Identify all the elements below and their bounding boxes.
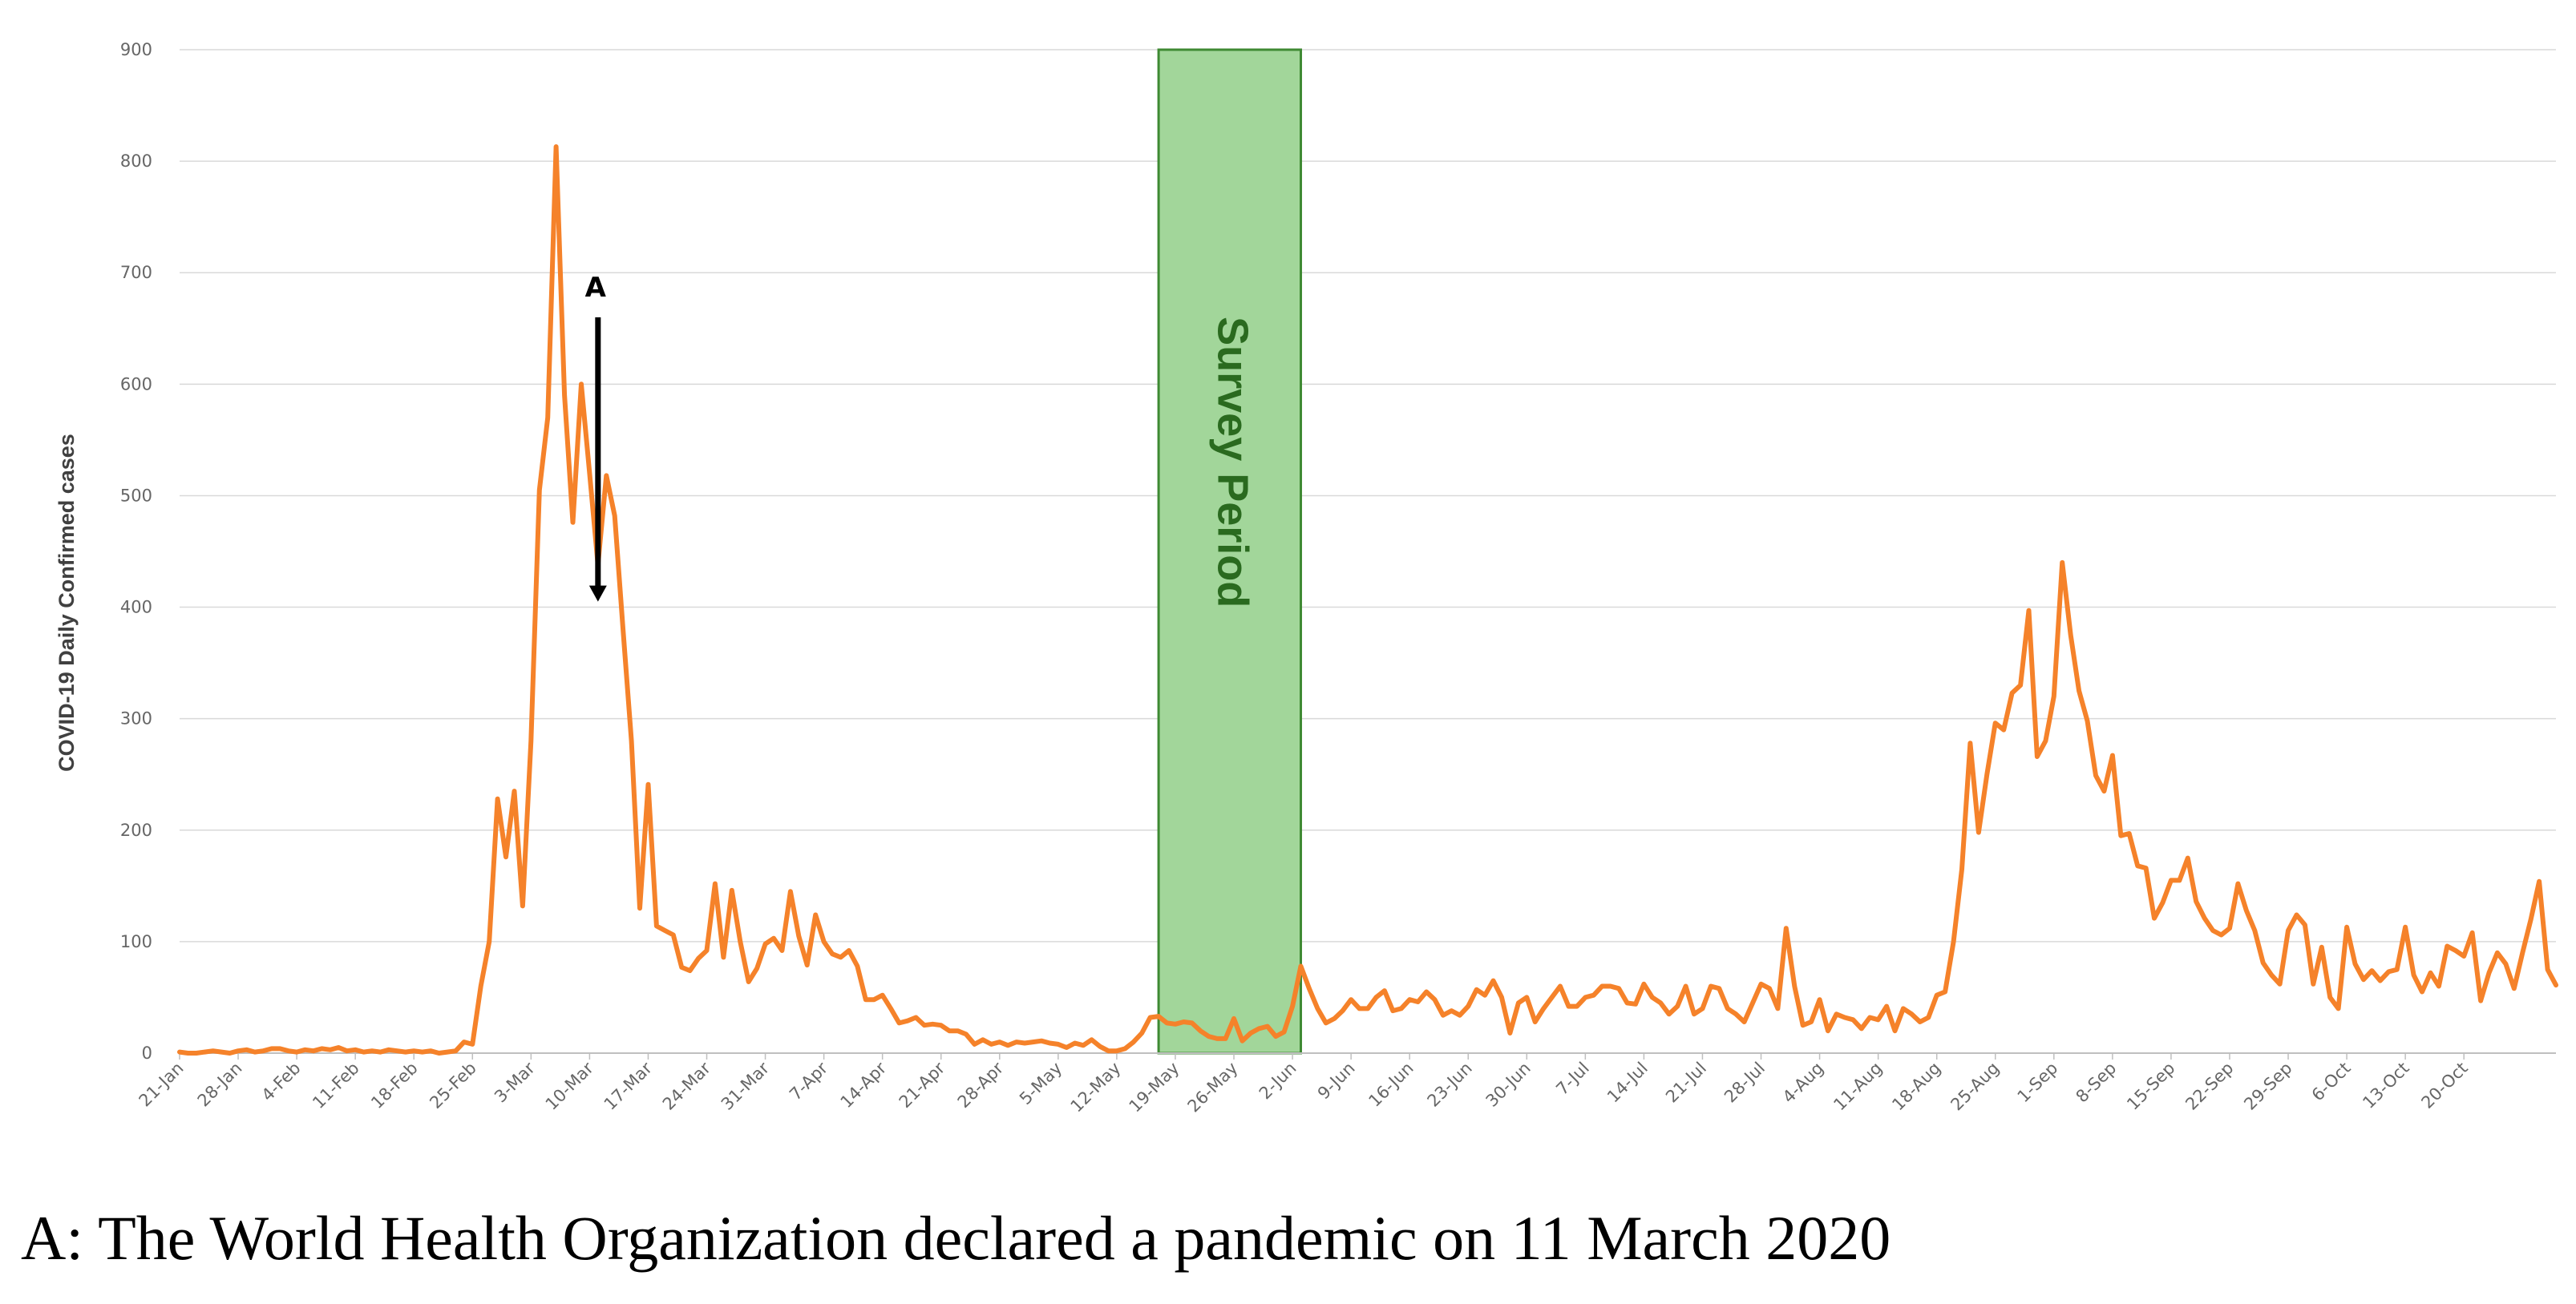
x-tick-label: 17-Mar bbox=[601, 1058, 656, 1113]
x-tick-label: 13-Oct bbox=[2359, 1059, 2412, 1112]
x-tick-label: 3-Mar bbox=[491, 1058, 539, 1106]
y-tick-label: 400 bbox=[120, 598, 152, 617]
x-tick-label: 6-Oct bbox=[2308, 1059, 2355, 1105]
x-tick-label: 21-Apr bbox=[896, 1058, 949, 1112]
y-tick-label: 800 bbox=[120, 151, 152, 171]
x-tick-label: 26-May bbox=[1184, 1059, 1242, 1116]
survey-period-band bbox=[1157, 48, 1303, 1055]
y-tick-label: 300 bbox=[120, 709, 152, 729]
y-axis-label: COVID-19 Daily Confirmed cases bbox=[55, 434, 79, 772]
annotation-a: A bbox=[585, 272, 607, 602]
x-tick-label: 28-Jul bbox=[1721, 1059, 1769, 1107]
x-tick-label: 7-Apr bbox=[786, 1058, 831, 1104]
x-tick-label: 18-Aug bbox=[1888, 1059, 1944, 1115]
x-tick-label: 23-Jun bbox=[1424, 1059, 1476, 1111]
x-tick-label: 12-May bbox=[1067, 1059, 1125, 1116]
x-tick-label: 22-Sep bbox=[2182, 1059, 2237, 1114]
x-tick-label: 31-Mar bbox=[718, 1058, 773, 1113]
x-tick-label: 11-Feb bbox=[309, 1059, 363, 1113]
x-tick-label: 29-Sep bbox=[2240, 1059, 2295, 1114]
x-tick-label: 9-Jun bbox=[1314, 1059, 1359, 1104]
x-tick-label: 18-Feb bbox=[367, 1059, 422, 1113]
annotation-label: A bbox=[585, 272, 607, 304]
x-tick-label: 15-Sep bbox=[2123, 1059, 2178, 1114]
x-tick-label: 20-Oct bbox=[2417, 1059, 2471, 1112]
survey-period-rect bbox=[1157, 48, 1303, 1055]
x-tick-label: 25-Feb bbox=[426, 1059, 480, 1113]
x-tick-label: 25-Aug bbox=[1947, 1059, 2003, 1115]
x-tick-label: 19-May bbox=[1126, 1059, 1183, 1116]
x-tick-label: 16-Jun bbox=[1365, 1059, 1417, 1111]
x-tick-label: 24-Mar bbox=[659, 1058, 714, 1113]
survey-period-label: Survey Period bbox=[1209, 317, 1257, 608]
x-tick-label: 1-Sep bbox=[2014, 1059, 2062, 1107]
x-tick-label: 21-Jul bbox=[1662, 1059, 1710, 1107]
y-tick-label: 600 bbox=[120, 374, 152, 394]
y-tick-label: 500 bbox=[120, 486, 152, 505]
x-tick-label: 28-Apr bbox=[954, 1058, 1008, 1112]
x-tick-label: 14-Jul bbox=[1603, 1059, 1652, 1107]
x-tick-label: 8-Sep bbox=[2073, 1059, 2121, 1107]
x-tick-label: 5-May bbox=[1016, 1059, 1066, 1108]
x-tick-label: 14-Apr bbox=[837, 1058, 891, 1112]
x-tick-label: 4-Feb bbox=[258, 1059, 305, 1105]
y-tick-label: 700 bbox=[120, 263, 152, 282]
x-axis-ticks: 21-Jan 28-Jan 4-Feb 11-Feb 18-Feb 25-Feb 3-Mar… bbox=[135, 1053, 2472, 1116]
x-tick-label: 4-Aug bbox=[1779, 1059, 1827, 1107]
y-tick-label: 900 bbox=[120, 40, 152, 59]
x-tick-label: 11-Aug bbox=[1830, 1059, 1886, 1115]
series-line bbox=[177, 144, 2558, 1056]
x-tick-label: 2-Jun bbox=[1256, 1059, 1300, 1104]
x-tick-label: 10-Mar bbox=[542, 1058, 597, 1113]
annotation-arrowhead bbox=[588, 585, 607, 602]
x-tick-label: 7-Jul bbox=[1552, 1059, 1593, 1100]
y-tick-label: 100 bbox=[120, 932, 152, 951]
figure-caption: A: The World Health Organization declare… bbox=[21, 1203, 1891, 1273]
x-tick-label: 21-Jan bbox=[135, 1059, 188, 1111]
y-tick-label: 200 bbox=[120, 821, 152, 840]
x-tick-label: 30-Jun bbox=[1482, 1059, 1535, 1111]
gridlines bbox=[180, 49, 2556, 943]
line-chart: 0 100 200 300 400 500 600 700 800 900 COVID-19 Da… bbox=[55, 40, 2558, 1116]
x-tick-label: 28-Jan bbox=[194, 1059, 246, 1111]
y-tick-label: 0 bbox=[142, 1044, 152, 1063]
y-axis-ticks: 0 100 200 300 400 500 600 700 800 900 bbox=[120, 40, 152, 1063]
